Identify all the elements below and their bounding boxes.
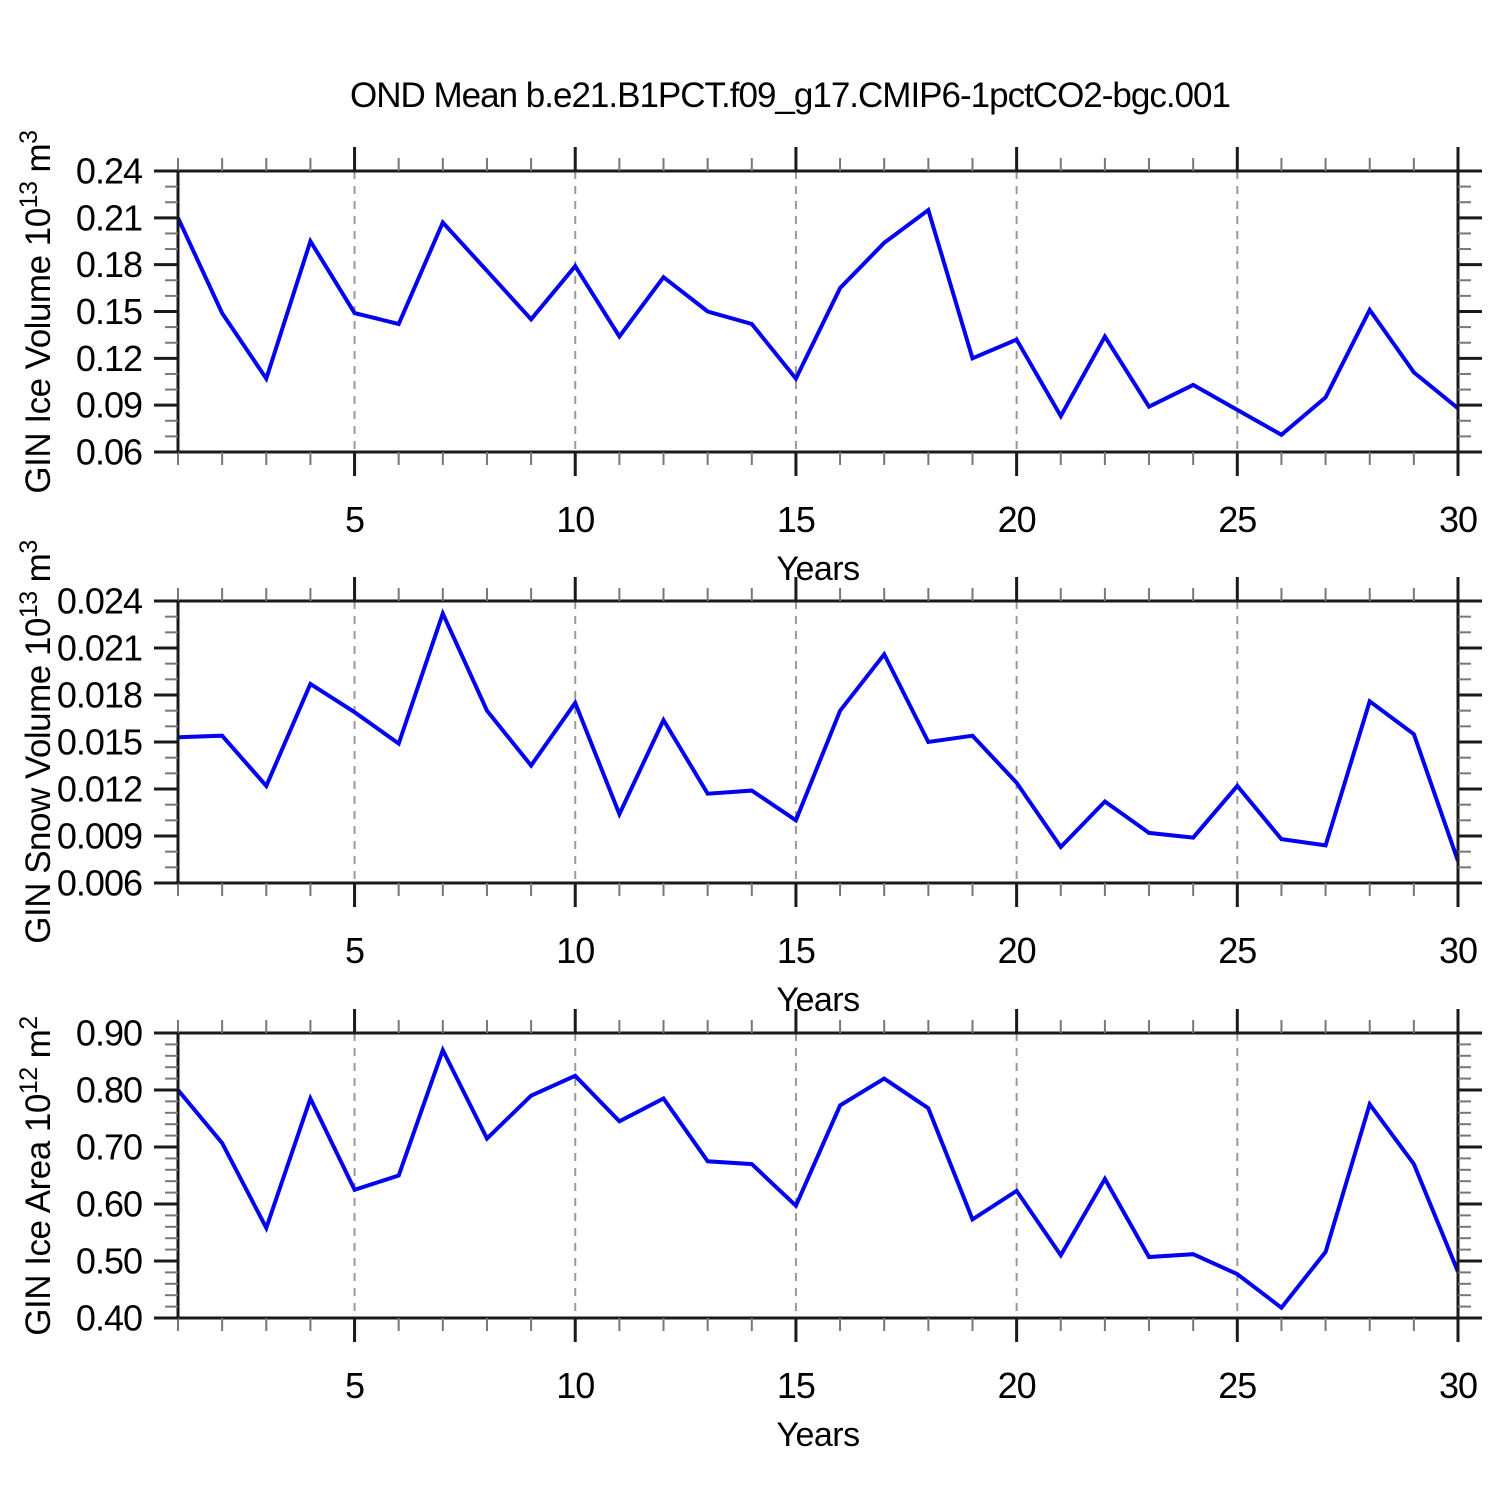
x-tick-label: 25 bbox=[1218, 1365, 1256, 1406]
x-tick-label: 20 bbox=[998, 930, 1036, 971]
panel-ice-area-xlabel: Years bbox=[776, 1416, 859, 1454]
y-tick-label: 0.50 bbox=[76, 1241, 142, 1282]
y-tick-label: 0.024 bbox=[57, 581, 142, 622]
x-tick-label: 20 bbox=[998, 499, 1036, 540]
panel-ice-volume: 0.060.090.120.150.180.210.245 10 15 20 25 30 … bbox=[15, 130, 1482, 588]
panel-snow-volume-ylabel: GIN Snow Volume 1013m3 bbox=[15, 540, 58, 944]
x-tick-label: 15 bbox=[777, 499, 815, 540]
y-tick-label: 0.70 bbox=[76, 1127, 142, 1168]
panel-ice-area: 0.40 0.50 0.60 0.70 0.80 0.90 5 10 15 20 25 30 GIN … bbox=[15, 1009, 1482, 1454]
panel-snow-volume-plot: 0.006 0.009 0.012 0.015 0.018 0.021 0.024 5 10 15… bbox=[57, 577, 1482, 971]
x-tick-label: 5 bbox=[345, 499, 364, 540]
y-tick-label: 0.009 bbox=[57, 816, 142, 857]
x-tick-label: 5 bbox=[345, 1365, 364, 1406]
y-tick-label: 0.21 bbox=[76, 197, 142, 238]
x-tick-label: 15 bbox=[777, 930, 815, 971]
y-tick-label: 0.24 bbox=[76, 151, 142, 192]
panel-ice-area-ylabel: GIN Ice Area 1012m2 bbox=[15, 1016, 58, 1335]
data-series-line bbox=[177, 608, 1460, 862]
x-tick-label: 20 bbox=[998, 1365, 1036, 1406]
y-tick-label: 0.09 bbox=[76, 385, 142, 426]
panel-snow-volume: 0.006 0.009 0.012 0.015 0.018 0.021 0.024 5 10 15… bbox=[15, 540, 1482, 1019]
x-tick-label: 15 bbox=[777, 1365, 815, 1406]
x-tick-label: 10 bbox=[556, 499, 594, 540]
plot-frame bbox=[176, 599, 1460, 885]
x-tick-label: 5 bbox=[345, 930, 364, 971]
y-tick-label: 0.012 bbox=[57, 769, 142, 810]
figure-title: OND Mean b.e21.B1PCT.f09_g17.CMIP6-1pctC… bbox=[350, 76, 1230, 115]
panel-ice-volume-plot: 0.06 0.09 0.12 0.15 0.18 0.21 0.24 5 10 15 20 25 30 bbox=[76, 147, 1482, 540]
panel-ice-volume-ylabel: GIN Ice Volume 1013m3 bbox=[15, 130, 58, 493]
y-tick-label: 0.018 bbox=[57, 675, 142, 716]
y-tick-label: 0.06 bbox=[76, 432, 142, 473]
x-tick-label: 30 bbox=[1439, 499, 1477, 540]
x-tick-label: 25 bbox=[1218, 930, 1256, 971]
plot-frame bbox=[176, 1031, 1460, 1320]
y-tick-label: 0.18 bbox=[76, 244, 142, 285]
y-tick-label: 0.006 bbox=[57, 863, 142, 904]
x-tick-label: 10 bbox=[556, 930, 594, 971]
x-tick-label: 10 bbox=[556, 1365, 594, 1406]
y-tick-label: 0.12 bbox=[76, 338, 142, 379]
panel-ice-volume-xlabel: Years bbox=[776, 550, 859, 588]
panel-snow-volume-xlabel: Years bbox=[776, 981, 859, 1019]
y-tick-label: 0.60 bbox=[76, 1184, 142, 1225]
x-tick-label: 30 bbox=[1439, 930, 1477, 971]
y-tick-label: 0.15 bbox=[76, 291, 142, 332]
data-series-line bbox=[176, 206, 1460, 438]
plot-frame bbox=[176, 169, 1460, 454]
y-tick-label: 0.015 bbox=[57, 722, 142, 763]
x-tick-label: 25 bbox=[1218, 499, 1256, 540]
y-tick-label: 0.40 bbox=[76, 1298, 142, 1339]
y-tick-label: 0.90 bbox=[76, 1013, 142, 1054]
y-tick-label: 0.80 bbox=[76, 1070, 142, 1111]
panel-ice-area-plot: 0.40 0.50 0.60 0.70 0.80 0.90 5 10 15 20 25 30 bbox=[76, 1009, 1482, 1406]
data-series-line bbox=[176, 1044, 1460, 1311]
y-tick-label: 0.021 bbox=[57, 628, 142, 669]
x-tick-label: 30 bbox=[1439, 1365, 1477, 1406]
